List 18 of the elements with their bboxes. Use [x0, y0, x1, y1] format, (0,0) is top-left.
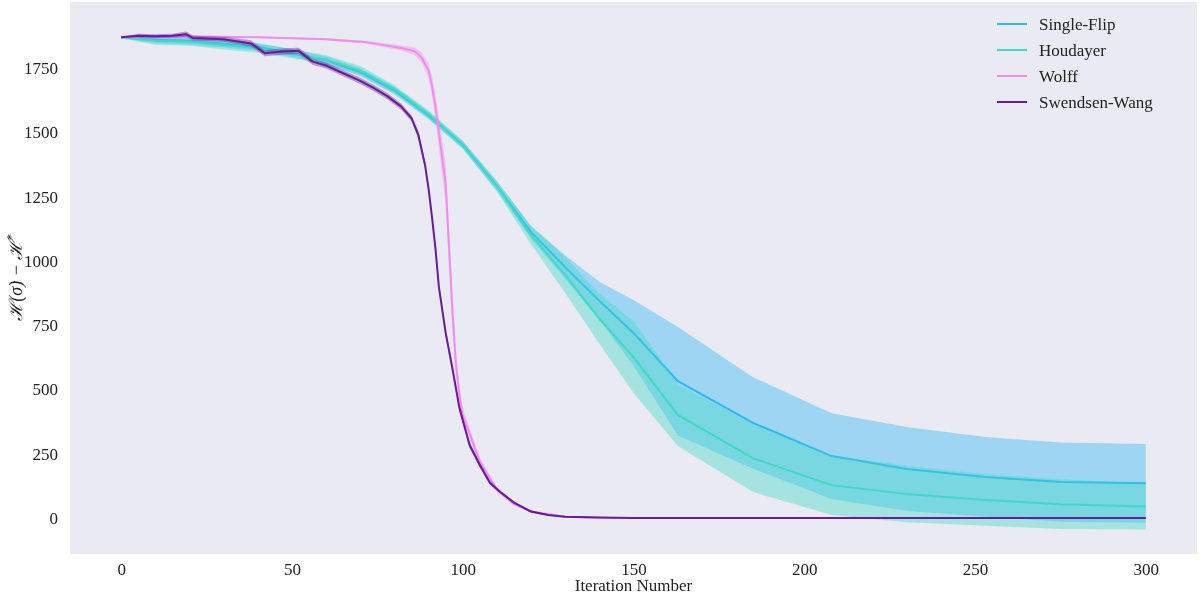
- y-tick-label: 1000: [24, 251, 58, 271]
- y-tick-label: 750: [32, 316, 58, 336]
- y-tick-label: 500: [32, 380, 58, 400]
- y-tick-label: 1750: [24, 59, 58, 79]
- x-tick-label: 300: [1133, 560, 1160, 580]
- x-tick-label: 50: [283, 560, 301, 580]
- x-tick-label: 0: [117, 560, 126, 580]
- y-tick-label: 1250: [24, 187, 58, 207]
- legend-label: Houdayer: [1039, 41, 1107, 60]
- legend-label: Swendsen-Wang: [1039, 93, 1154, 112]
- x-tick-label: 250: [962, 560, 989, 580]
- x-tick-label: 200: [792, 560, 818, 580]
- y-tick-label: 0: [49, 508, 58, 528]
- y-tick-label: 1500: [24, 123, 58, 143]
- legend-label: Single-Flip: [1039, 15, 1116, 34]
- legend-label: Wolff: [1039, 67, 1079, 86]
- y-tick-label: 250: [32, 444, 58, 464]
- x-tick-label: 100: [450, 560, 476, 580]
